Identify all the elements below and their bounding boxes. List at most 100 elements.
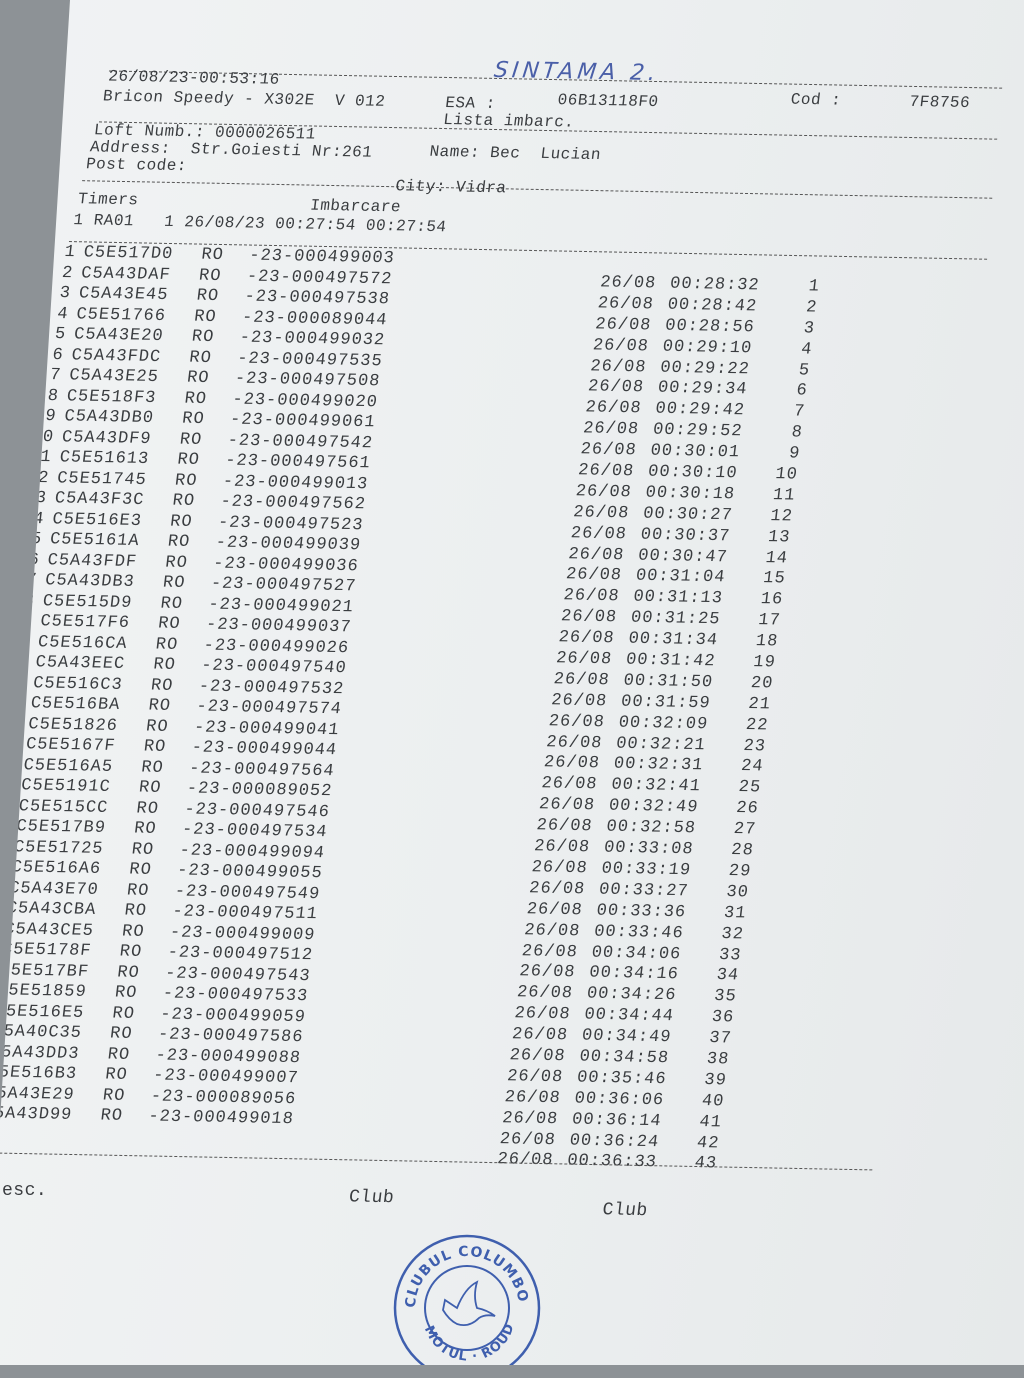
country-code: RO	[113, 983, 139, 1003]
country-code: RO	[188, 348, 213, 368]
country-code: RO	[154, 635, 180, 655]
cod-label: Cod :	[789, 90, 843, 110]
arrival-rank: 22	[744, 715, 770, 736]
country-code: RO	[197, 266, 223, 286]
arrival-time: 00:28:42	[666, 295, 759, 317]
row-number: 6	[51, 345, 65, 365]
arrival-rank: 16	[759, 590, 785, 610]
arrival-rank: 32	[720, 924, 745, 945]
arrival-time: 00:34:44	[583, 1005, 675, 1027]
row-number: 4	[56, 304, 70, 324]
arrival-date: 26/08	[572, 503, 631, 524]
stamp-bottom-text: MOTUL · ROUD	[421, 1321, 517, 1365]
arrival-rank: 37	[708, 1029, 733, 1049]
arrival-rank: 13	[766, 527, 792, 548]
arrival-time: 00:31:50	[622, 671, 715, 693]
arrival-date: 26/08	[508, 1046, 567, 1067]
arrival-rank: 2	[805, 298, 819, 318]
chip-id: C5A40C35	[0, 1022, 83, 1043]
country-code: RO	[164, 553, 189, 573]
arrival-time: 00:30:27	[642, 504, 734, 526]
country-code: RO	[181, 409, 206, 430]
arrival-rank: 39	[703, 1070, 728, 1091]
arrival-time: 00:29:52	[651, 420, 744, 442]
chip-id: C5A43DB0	[63, 407, 155, 429]
country-code: RO	[161, 573, 187, 593]
country-code: RO	[200, 245, 225, 266]
arrival-date: 26/08	[569, 523, 628, 545]
device-info: Bricon Speedy - X302E V 012	[101, 87, 387, 111]
arrival-date: 26/08	[581, 419, 641, 440]
chip-id: C5E51826	[27, 714, 119, 736]
arrival-rank: 18	[754, 632, 780, 652]
country-code: RO	[147, 696, 173, 716]
country-code: RO	[137, 778, 163, 798]
chip-id: C5A43E25	[68, 366, 160, 388]
arrival-time: 00:31:42	[624, 650, 717, 672]
arrival-rank: 6	[795, 381, 809, 401]
country-code: RO	[169, 512, 194, 532]
row-number: 27	[0, 775, 15, 796]
country-code: RO	[183, 389, 209, 409]
dove-icon	[442, 1280, 496, 1327]
ring-number: -23-000499018	[147, 1107, 295, 1130]
arrival-time: 00:33:46	[593, 922, 685, 943]
arrival-rank: 9	[787, 444, 802, 464]
arrival-date: 26/08	[513, 1004, 572, 1025]
arrival-time: 00:34:49	[580, 1026, 673, 1048]
country-code: RO	[104, 1065, 129, 1085]
arrival-date: 26/08	[518, 962, 577, 983]
arrival-date: 26/08	[501, 1108, 560, 1129]
arrival-rank: 30	[725, 882, 750, 903]
arrival-time: 00:33:36	[595, 901, 688, 923]
arrival-rank: 5	[797, 360, 812, 381]
arrival-date: 26/08	[535, 816, 594, 837]
arrival-date: 26/08	[550, 691, 609, 712]
chip-id: C5A43DAF	[80, 263, 172, 285]
chip-id: C5E515D9	[41, 591, 134, 613]
pigeon-list: 1 C5E517D0 RO -23-000499003 2 C5A43DAF RO -23-0…	[0, 243, 410, 1131]
chip-id: C5E517F6	[39, 612, 131, 634]
arrival-time: 00:30:01	[649, 441, 742, 463]
arrival-time: 00:33:19	[600, 859, 693, 881]
arrival-rank: 11	[771, 486, 797, 506]
arrival-rank: 28	[730, 841, 755, 861]
arrival-time: 00:33:08	[602, 838, 695, 860]
arrival-time: 00:31:13	[632, 587, 724, 609]
arrival-rank: 35	[713, 987, 738, 1007]
imbarcare-label: Imbarcare	[309, 196, 403, 217]
arrival-rank: 3	[802, 319, 817, 339]
arrival-date: 26/08	[591, 336, 650, 357]
row-number: 31	[0, 857, 5, 878]
country-code: RO	[195, 286, 221, 307]
chip-id: C5A43DD3	[0, 1042, 81, 1064]
chip-id: C5A43DB3	[44, 571, 136, 593]
arrival-date: 26/08	[530, 858, 589, 879]
arrival-rank: 25	[737, 778, 763, 798]
esa-value: 06B13118F0	[556, 91, 660, 112]
chip-id: C5E5167F	[24, 735, 117, 756]
country-code: RO	[145, 717, 170, 737]
arrival-rank: 38	[705, 1049, 731, 1070]
row-number: 26	[0, 755, 17, 775]
arrival-time: 00:34:06	[590, 943, 683, 964]
arrival-rank: 42	[695, 1133, 721, 1153]
chip-id: C5A43EEC	[34, 653, 127, 675]
chip-id: C5E51613	[58, 448, 151, 470]
post-code: Post code:	[84, 155, 188, 176]
arrival-date: 26/08	[528, 879, 587, 900]
arrival-date: 26/08	[599, 273, 658, 294]
row-number: 24	[0, 714, 22, 734]
arrival-time: 00:32:49	[607, 796, 700, 818]
country-code: RO	[128, 860, 153, 880]
arrival-rank: 20	[749, 673, 775, 694]
arrival-time: 00:32:31	[612, 755, 705, 776]
country-code: RO	[157, 614, 182, 634]
country-code: RO	[173, 471, 199, 491]
country-code: RO	[101, 1085, 127, 1106]
arrival-rank: 8	[790, 423, 804, 443]
print-datetime: 26/08/23-00:53:16	[107, 67, 281, 89]
arrival-date: 26/08	[564, 565, 623, 586]
chip-id: C5E516B3	[0, 1063, 79, 1084]
country-code: RO	[140, 758, 165, 778]
